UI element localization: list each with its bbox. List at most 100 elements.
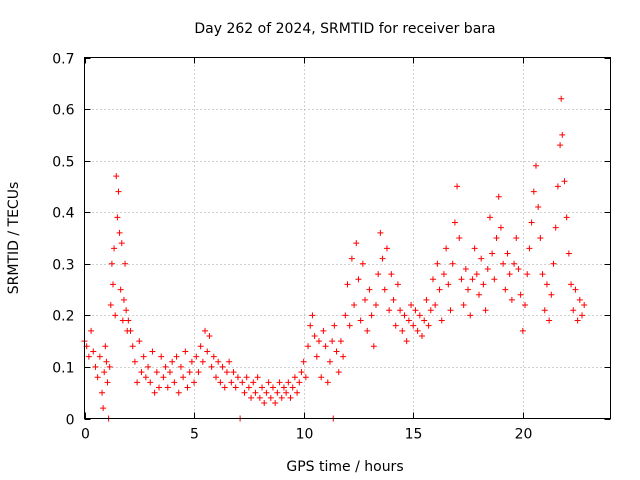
data-point [383,245,390,252]
data-point [513,235,520,241]
data-point [113,173,120,180]
data-point [511,260,518,267]
plot-frame [84,57,611,419]
data-point [230,369,237,376]
data-point [392,322,399,329]
y-tick-label: 0.5 [52,155,74,171]
data-point [388,271,395,278]
data-point [112,312,119,319]
data-point [305,343,312,350]
data-point [226,358,233,365]
data-point [104,379,111,386]
data-point [506,271,513,278]
data-point [153,369,160,376]
data-point [535,204,542,211]
data-point [554,183,561,190]
data-point [500,260,507,267]
data-point [92,363,99,370]
data-point [581,302,588,309]
data-point [379,255,386,262]
data-point [546,317,553,324]
data-point [90,348,97,355]
data-point [278,394,285,401]
data-point [193,353,200,360]
data-point [434,260,441,267]
data-point [429,276,436,283]
data-points [81,95,588,422]
data-point [223,369,230,376]
data-point [522,302,529,309]
data-point [204,348,211,355]
data-point [119,317,126,324]
data-point [289,384,296,391]
data-point [291,374,298,381]
data-point [134,379,141,386]
chart-title: Day 262 of 2024, SRMTID for receiver bar… [194,21,495,37]
data-point [372,302,379,309]
data-point [283,389,290,396]
data-point [243,374,250,381]
data-point [180,374,187,381]
data-point [458,276,465,283]
data-point [186,369,193,376]
data-point [145,363,152,370]
data-point [359,260,366,267]
data-point [158,353,165,360]
y-tick-label: 0.7 [52,52,74,68]
data-point [122,260,129,267]
data-point [465,286,472,293]
data-point [88,327,95,334]
data-point [508,296,515,303]
data-point [405,317,412,324]
data-point [250,379,257,386]
data-point [272,400,279,407]
data-point [576,296,583,303]
data-point [217,379,224,386]
data-point [219,363,226,370]
data-point [156,384,163,391]
data-point [285,379,292,386]
data-point [331,322,338,329]
data-point [476,291,482,298]
data-point [449,260,456,267]
data-point [197,343,204,350]
data-point [228,379,235,386]
data-point [432,302,439,309]
data-point [287,394,294,401]
data-point [563,214,570,221]
x-tick-label: 20 [515,427,533,443]
data-point [274,389,281,396]
data-point [202,327,209,334]
data-point [425,322,432,329]
y-tick-label: 0.3 [52,258,74,274]
data-point [460,302,467,309]
data-point [414,327,421,334]
data-point [191,379,198,386]
data-point [557,142,564,149]
data-point [390,296,397,303]
data-point [267,394,274,401]
y-tick-label: 0.6 [52,103,74,119]
data-point [102,343,109,350]
data-point [469,276,476,283]
data-point [101,369,108,376]
data-point [366,286,373,293]
data-point [368,312,375,319]
data-point [208,363,215,370]
data-point [419,332,426,339]
data-point [574,317,581,324]
data-point [195,369,202,376]
data-point [403,338,410,345]
x-tick-label: 15 [405,427,423,443]
data-point [497,224,504,231]
data-point [177,363,184,370]
data-point [541,307,548,314]
data-point [313,353,320,360]
data-point [348,255,355,262]
data-point [171,379,178,386]
data-point [532,162,539,169]
data-point [502,286,509,293]
data-point [478,255,485,262]
data-point [107,302,114,309]
data-point [537,235,544,241]
